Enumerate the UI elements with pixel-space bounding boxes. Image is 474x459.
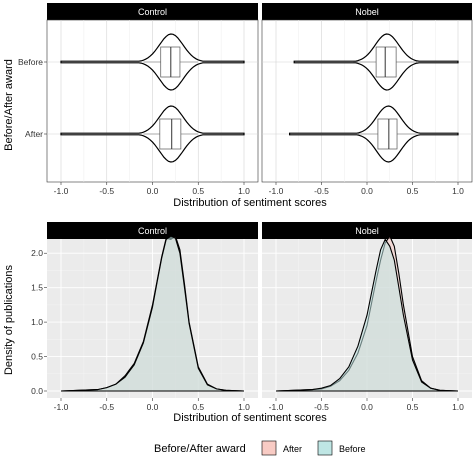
box-iqr [159,118,182,150]
density-area-before [60,235,245,392]
density-panel-control: Control -1.0 -0.5 0.0 0.5 1.0 [47,222,258,412]
legend: Before/After award After Before [154,440,366,456]
density-chart: Control -1.0 -0.5 0.0 0.5 1.0 Nobel -1.0 -0.5 0.0… [31,222,472,412]
x-tick-label: 1.0 [238,402,250,412]
y-tick-label: 0.5 [31,352,43,362]
x-tick-label: 1.0 [452,186,464,196]
violin-panel-nobel: Nobel -1.0 -0.5 0.0 0.5 1.0 [261,3,473,196]
x-tick-label: 0.5 [407,186,419,196]
x-tick-label: 0.0 [361,402,373,412]
density-area-before [275,238,459,392]
facet-strip-label: Nobel [355,7,379,17]
x-tick-label: -1.0 [54,402,69,412]
y-tick-label: Before [18,57,43,67]
density-y-axis-title: Density of publications [3,264,15,375]
x-tick-label: 0.5 [407,402,419,412]
violin-chart: Control -1.0 -0.5 0.0 0.5 1.0 Nobel -1.0 -0.5 0.0… [18,3,473,196]
facet-strip [262,3,472,20]
legend-title: Before/After award [154,443,246,455]
x-tick-label: 1.0 [452,402,464,412]
density-x-axis-title: Distribution of sentiment scores [173,412,327,424]
x-tick-label: -1.0 [269,186,284,196]
x-tick-label: 0.5 [192,402,204,412]
legend-key-after [261,440,277,456]
facet-strip [47,222,258,239]
x-tick-label: 1.0 [238,186,250,196]
legend-key-before [317,440,333,456]
box-iqr [377,118,398,150]
y-tick-label: 2.0 [31,248,43,258]
legend-label-after: After [283,444,302,454]
box-iqr [375,46,397,78]
x-tick-label: 0.0 [147,402,159,412]
x-tick-label: -1.0 [54,186,69,196]
facet-strip [47,3,258,20]
y-tick-label: After [25,129,43,139]
violin-x-axis-title: Distribution of sentiment scores [173,197,327,209]
facet-strip-label: Nobel [355,226,379,236]
x-tick-label: -0.5 [99,186,114,196]
x-tick-label: -1.0 [269,402,284,412]
facet-strip [262,222,472,239]
violin-panel-control: Control -1.0 -0.5 0.0 0.5 1.0 [46,3,259,196]
x-tick-label: -0.5 [314,186,329,196]
x-tick-label: -0.5 [314,402,329,412]
legend-label-before: Before [339,444,366,454]
facet-strip-label: Control [138,226,167,236]
x-tick-label: -0.5 [99,402,114,412]
y-tick-label: 0.0 [31,386,43,396]
x-tick-label: 0.0 [361,186,373,196]
axis-titles: Before/After award Distribution of senti… [3,59,327,424]
x-tick-label: 0.0 [147,186,159,196]
y-tick-label: 1.5 [31,283,43,293]
density-panel-nobel: Nobel -1.0 -0.5 0.0 0.5 1.0 [262,222,472,412]
violin-y-axis-title: Before/After award [3,59,15,151]
y-tick-label: 1.0 [31,317,43,327]
x-tick-label: 0.5 [192,186,204,196]
facet-strip-label: Control [138,7,167,17]
